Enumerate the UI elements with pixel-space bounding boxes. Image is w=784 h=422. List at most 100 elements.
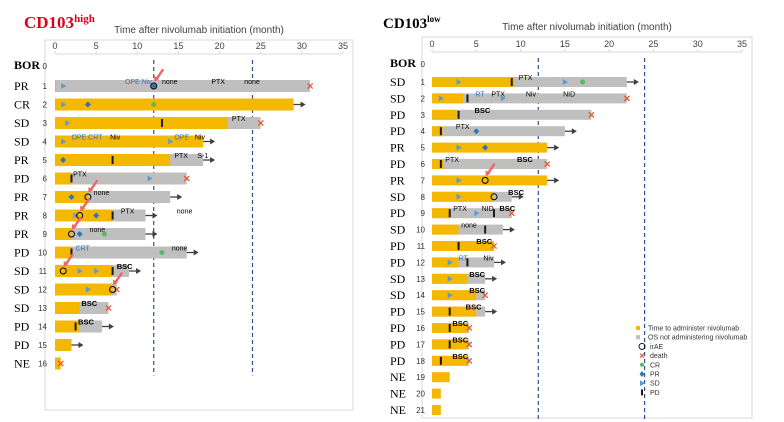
x-tick-label: 10	[132, 41, 142, 51]
irae-pointer-head	[71, 224, 77, 230]
os-bar	[55, 80, 311, 92]
death-marker	[466, 341, 473, 348]
patient-row: PD 9 PTX NID BSC	[390, 204, 516, 220]
x-tick-label: 35	[737, 39, 747, 49]
treatment-label: CRT	[76, 246, 91, 253]
legend-pr-swatch	[639, 371, 645, 377]
treatment-label: BSC	[508, 188, 524, 197]
irae-marker	[67, 230, 75, 238]
sd-marker	[500, 95, 506, 102]
panel-title-main: CD103	[24, 13, 74, 32]
treatment-label: Niv	[195, 135, 206, 142]
bor-value: CR	[14, 98, 30, 112]
patient-row: SD 10 none	[390, 223, 515, 237]
patient-row: PD 4 PTX	[390, 124, 577, 138]
pd-marker	[160, 119, 163, 127]
patient-id: 6	[43, 175, 48, 184]
bor-value: PD	[390, 157, 406, 171]
treatment-label: BSC	[517, 155, 533, 164]
x-tick-label: 0	[52, 41, 57, 51]
nivolumab-bar	[55, 228, 72, 240]
patient-id: 7	[421, 176, 426, 185]
x-tick-label: 20	[604, 39, 614, 49]
bor-value: PD	[14, 338, 30, 352]
treatment-label: BSC	[452, 335, 468, 344]
patient-row: NE 21	[390, 403, 441, 417]
pd-marker	[466, 94, 469, 103]
ongoing-arrow-head	[193, 249, 199, 256]
patient-row: PD 10 CRT none	[14, 246, 199, 260]
patient-id: 17	[416, 340, 425, 349]
nivolumab-bar	[432, 241, 494, 251]
treatment-label: BSC	[476, 237, 492, 246]
sd-marker	[456, 177, 462, 184]
treatment-label: none	[162, 79, 178, 86]
pr-marker	[93, 212, 100, 219]
cr-marker	[151, 102, 157, 107]
patient-id: 15	[416, 308, 425, 317]
patient-id: 13	[38, 304, 47, 313]
panel-title: CD103high	[24, 13, 95, 32]
sd-marker	[447, 292, 453, 299]
patient-id: 7	[43, 193, 48, 202]
nivolumab-bar	[432, 191, 494, 202]
x-axis-title: Time after nivolumab initiation (month)	[502, 22, 672, 33]
sd-marker	[77, 268, 83, 274]
nivolumab-bar	[55, 265, 113, 277]
legend-label: SD	[650, 381, 660, 388]
patient-row: SD 12	[14, 272, 123, 297]
irae-pointer-head	[485, 170, 491, 176]
pd-marker	[111, 156, 114, 164]
legend: Time to administer nivolumab OS not admin…	[636, 326, 747, 397]
pr-marker	[150, 83, 157, 89]
bor-value: NE	[390, 403, 406, 417]
treatment-label: PTX	[491, 91, 505, 98]
nivolumab-bar	[432, 109, 457, 120]
patient-row: PD 6 PTX	[14, 172, 190, 186]
treatment-label: Niv	[526, 91, 537, 98]
patient-row: PR 1 OPE Niv none PTX none	[14, 68, 314, 93]
bor-value: NE	[390, 387, 406, 401]
nivolumab-bar	[432, 306, 477, 317]
bor-value: NE	[390, 370, 406, 384]
sd-marker	[94, 268, 100, 274]
pd-marker	[439, 160, 442, 168]
bor-value: SD	[390, 223, 406, 237]
nivolumab-bar	[432, 224, 459, 235]
pd-marker	[484, 225, 487, 234]
treatment-label: none	[244, 79, 260, 86]
bor-value: PD	[390, 305, 406, 319]
irae-pointer-head	[63, 261, 69, 267]
os-bar	[55, 246, 187, 259]
treatment-label: none	[461, 223, 477, 230]
bor-value: SD	[14, 301, 30, 315]
patient-row: PD 15	[14, 338, 84, 352]
treatment-label: BSC	[81, 299, 97, 308]
legend-nivo-swatch	[636, 326, 640, 330]
nivolumab-bar	[55, 339, 72, 351]
x-tick-label: 20	[215, 41, 225, 51]
sd-marker	[447, 259, 453, 266]
patient-row: PR 7	[390, 163, 560, 187]
os-bar	[432, 208, 512, 219]
patient-row: SD 3 PTX	[14, 116, 264, 130]
legend-label: death	[650, 353, 668, 360]
nivolumab-bar	[55, 209, 113, 222]
legend-pd-swatch	[641, 389, 643, 396]
patient-id: 13	[416, 275, 425, 284]
patient-row: PR 5	[390, 141, 560, 155]
bor-value: PD	[14, 246, 30, 260]
patient-id: 14	[38, 323, 47, 332]
nivolumab-bar	[432, 126, 443, 137]
death-marker	[490, 242, 498, 250]
bor-value: PR	[14, 79, 29, 93]
nivolumab-bar	[432, 355, 468, 366]
x-tick-label: 30	[297, 41, 307, 51]
x-axis-title: Time after nivolumab initiation (month)	[114, 25, 284, 36]
death-marker	[307, 82, 314, 90]
os-bar	[432, 257, 494, 268]
os-bar	[432, 93, 627, 104]
bor-value: SD	[14, 283, 30, 297]
x-tick-label: 5	[474, 39, 479, 49]
bor-value: PD	[390, 239, 406, 253]
